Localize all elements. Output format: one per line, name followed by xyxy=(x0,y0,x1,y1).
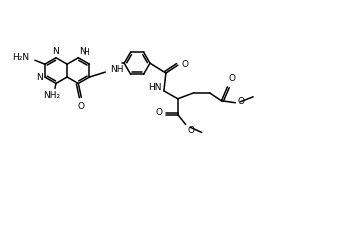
Text: HN: HN xyxy=(148,83,162,92)
Text: NH: NH xyxy=(110,65,124,74)
Text: O: O xyxy=(188,126,195,135)
Text: O: O xyxy=(228,74,236,83)
Text: NH₂: NH₂ xyxy=(43,91,61,100)
Text: O: O xyxy=(78,102,85,111)
Text: N: N xyxy=(52,47,59,56)
Text: O: O xyxy=(237,97,244,106)
Text: N: N xyxy=(79,47,86,56)
Text: H: H xyxy=(83,48,89,57)
Text: O: O xyxy=(182,60,189,69)
Text: H₂N: H₂N xyxy=(12,53,29,62)
Text: O: O xyxy=(156,108,163,117)
Text: N: N xyxy=(36,72,43,82)
